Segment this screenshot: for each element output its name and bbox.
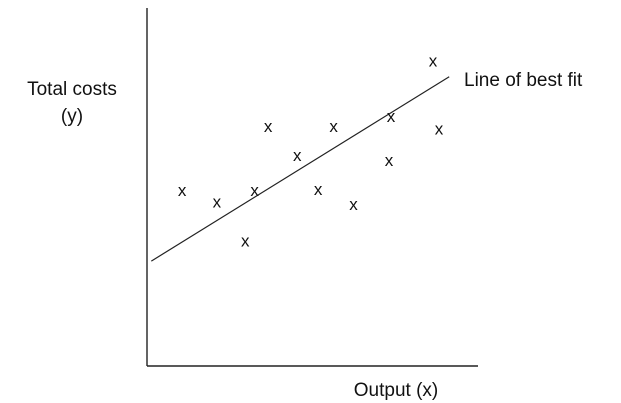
data-point-8: x (329, 117, 338, 136)
data-point-13: x (435, 119, 444, 138)
data-point-5: x (264, 117, 273, 136)
y-axis-label-line-2: (y) (61, 106, 83, 127)
data-point-1: x (178, 181, 187, 200)
data-point-12: x (429, 51, 438, 70)
data-point-9: x (349, 195, 358, 214)
data-point-6: x (293, 146, 302, 165)
y-axis-label-line-1: Total costs (27, 79, 117, 100)
data-point-11: x (387, 107, 396, 126)
data-point-10: x (385, 151, 394, 170)
x-axis-label: Output (x) (354, 380, 438, 401)
line-of-best-fit (150, 76, 450, 262)
data-point-3: x (241, 231, 250, 250)
data-point-2: x (213, 192, 222, 211)
line-of-best-fit-label: Line of best fit (464, 70, 583, 91)
data-point-7: x (314, 180, 323, 199)
data-point-4: x (250, 181, 259, 200)
